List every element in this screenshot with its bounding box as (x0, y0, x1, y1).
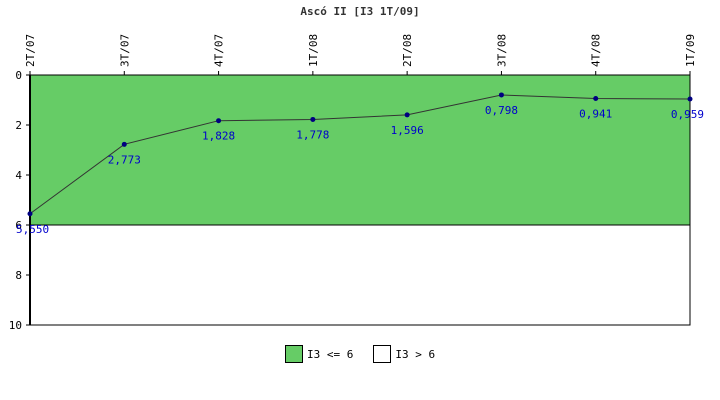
x-tick-label: 2T/07 (24, 34, 37, 67)
data-label: 0,941 (579, 108, 612, 121)
data-point (593, 96, 599, 102)
series-line (29, 94, 691, 215)
y-tick-label: 10 (9, 319, 22, 332)
chart-title: Ascó II [I3 1T/09] (300, 5, 419, 18)
data-point (404, 112, 410, 118)
data-point (27, 211, 33, 217)
data-label: 2,773 (108, 153, 141, 166)
y-tick-label: 0 (15, 69, 22, 82)
y-tick-label: 8 (15, 269, 22, 282)
x-tick-label: 4T/08 (590, 34, 603, 67)
legend-item-band-1: I3 > 6 (373, 345, 435, 363)
data-point (216, 118, 222, 124)
data-label: 0,959 (671, 108, 704, 121)
data-point (687, 96, 693, 102)
legend-label-band-0: I3 <= 6 (307, 347, 354, 361)
data-label: 5,550 (16, 223, 49, 236)
y-tick-label: 6 (15, 219, 22, 232)
y-tick-label: 4 (15, 169, 22, 182)
x-tick-label: 2T/08 (401, 34, 414, 67)
x-tick-label: 4T/07 (213, 34, 226, 67)
data-label: 1,778 (296, 128, 329, 141)
legend-swatch-white (373, 345, 392, 363)
band-1 (29, 224, 691, 326)
x-tick-label: 3T/07 (118, 34, 131, 67)
threshold-bands (29, 74, 691, 326)
legend-label-band-1: I3 > 6 (395, 347, 436, 361)
x-tick-label: 3T/08 (495, 34, 508, 67)
legend: I3 <= 6 I3 > 6 (285, 345, 435, 363)
x-tick-label: 1T/08 (307, 34, 320, 67)
data-label: 1,828 (202, 130, 235, 143)
x-tick-label: 1T/09 (684, 34, 697, 67)
data-point (121, 141, 127, 147)
legend-item-band-0: I3 <= 6 (285, 345, 353, 363)
data-label: 1,596 (391, 124, 424, 137)
axes: 0 2 4 6 8 10 2T/07 3T/07 4T/07 1T/08 2T/08 3T/08 4T/… (9, 34, 697, 332)
band-0 (29, 74, 691, 226)
data-point (498, 92, 504, 98)
data-label: 0,798 (485, 104, 518, 117)
series-layer: 5,550 2,773 1,828 1,778 1,596 0,798 0,941 0,959 (16, 92, 704, 236)
legend-swatch-green (285, 345, 303, 363)
data-point (310, 116, 316, 122)
y-tick-label: 2 (15, 119, 22, 132)
